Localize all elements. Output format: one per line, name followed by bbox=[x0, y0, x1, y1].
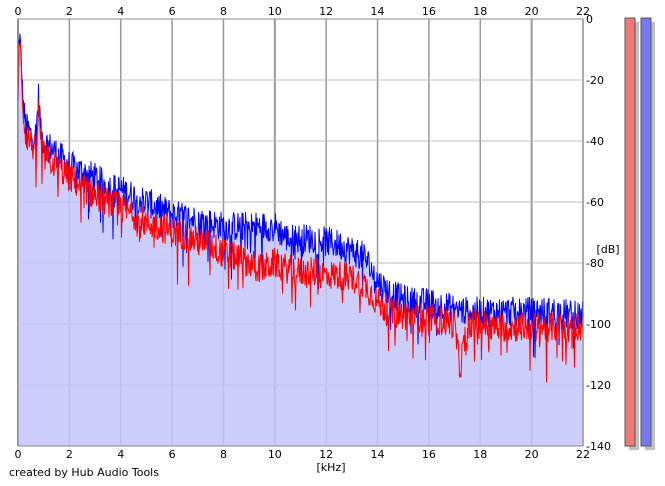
plot-border bbox=[17, 18, 584, 447]
x-tick-label-bottom: 10 bbox=[268, 448, 282, 461]
x-tick-label-top: 10 bbox=[268, 5, 282, 18]
x-tick-label-top: 20 bbox=[525, 5, 539, 18]
y-tick-label: -100 bbox=[586, 318, 611, 331]
x-tick-label-bottom: 20 bbox=[525, 448, 539, 461]
y-tick-label: 0 bbox=[586, 13, 593, 26]
series-line-red bbox=[17, 42, 584, 383]
x-tick-label-bottom: 22 bbox=[576, 448, 590, 461]
x-tick-label-bottom: 4 bbox=[117, 448, 124, 461]
x-tick-label-bottom: 16 bbox=[422, 448, 436, 461]
x-tick-label-bottom: 12 bbox=[319, 448, 333, 461]
x-axis-label: [kHz] bbox=[317, 461, 346, 474]
y-tick-label: -120 bbox=[586, 379, 611, 392]
y-tick-label: -140 bbox=[586, 440, 611, 453]
x-tick-label-top: 14 bbox=[371, 5, 385, 18]
series-layer bbox=[17, 33, 584, 383]
x-tick-label-top: 18 bbox=[473, 5, 487, 18]
y-tick-label: -20 bbox=[586, 74, 604, 87]
y-tick-label: -60 bbox=[586, 196, 604, 209]
x-tick-label-top: 22 bbox=[576, 5, 590, 18]
meter-bar-left bbox=[624, 17, 636, 447]
spectrum-fill bbox=[18, 33, 583, 446]
x-tick-label-bottom: 2 bbox=[66, 448, 73, 461]
y-axis-label: [dB] bbox=[596, 243, 619, 256]
plot-frame bbox=[17, 18, 584, 447]
meter-bar-right bbox=[640, 17, 652, 447]
x-tick-label-bottom: 6 bbox=[169, 448, 176, 461]
y-ticks: 0 -20 -40 -60 -80 -100 -120 -140 bbox=[586, 13, 611, 453]
y-tick-label: -80 bbox=[586, 257, 604, 270]
x-tick-label-top: 6 bbox=[169, 5, 176, 18]
x-tick-label-bottom: 8 bbox=[220, 448, 227, 461]
x-tick-label-bottom: 0 bbox=[15, 448, 22, 461]
x-tick-label-top: 4 bbox=[117, 5, 124, 18]
spectrum-fill-area bbox=[18, 33, 583, 446]
x-ticks-top: 0 2 4 6 8 10 12 14 16 18 20 22 bbox=[15, 5, 591, 18]
credit-text: created by Hub Audio Tools bbox=[9, 466, 159, 479]
x-ticks-bottom: 0 2 4 6 8 10 12 14 16 18 20 22 bbox=[15, 448, 591, 461]
x-tick-label-top: 0 bbox=[15, 5, 22, 18]
x-tick-label-bottom: 14 bbox=[371, 448, 385, 461]
x-tick-label-bottom: 18 bbox=[473, 448, 487, 461]
x-tick-label-top: 16 bbox=[422, 5, 436, 18]
x-tick-label-top: 12 bbox=[319, 5, 333, 18]
level-meters bbox=[624, 17, 655, 450]
y-tick-label: -40 bbox=[586, 135, 604, 148]
x-tick-label-top: 2 bbox=[66, 5, 73, 18]
x-tick-label-top: 8 bbox=[220, 5, 227, 18]
